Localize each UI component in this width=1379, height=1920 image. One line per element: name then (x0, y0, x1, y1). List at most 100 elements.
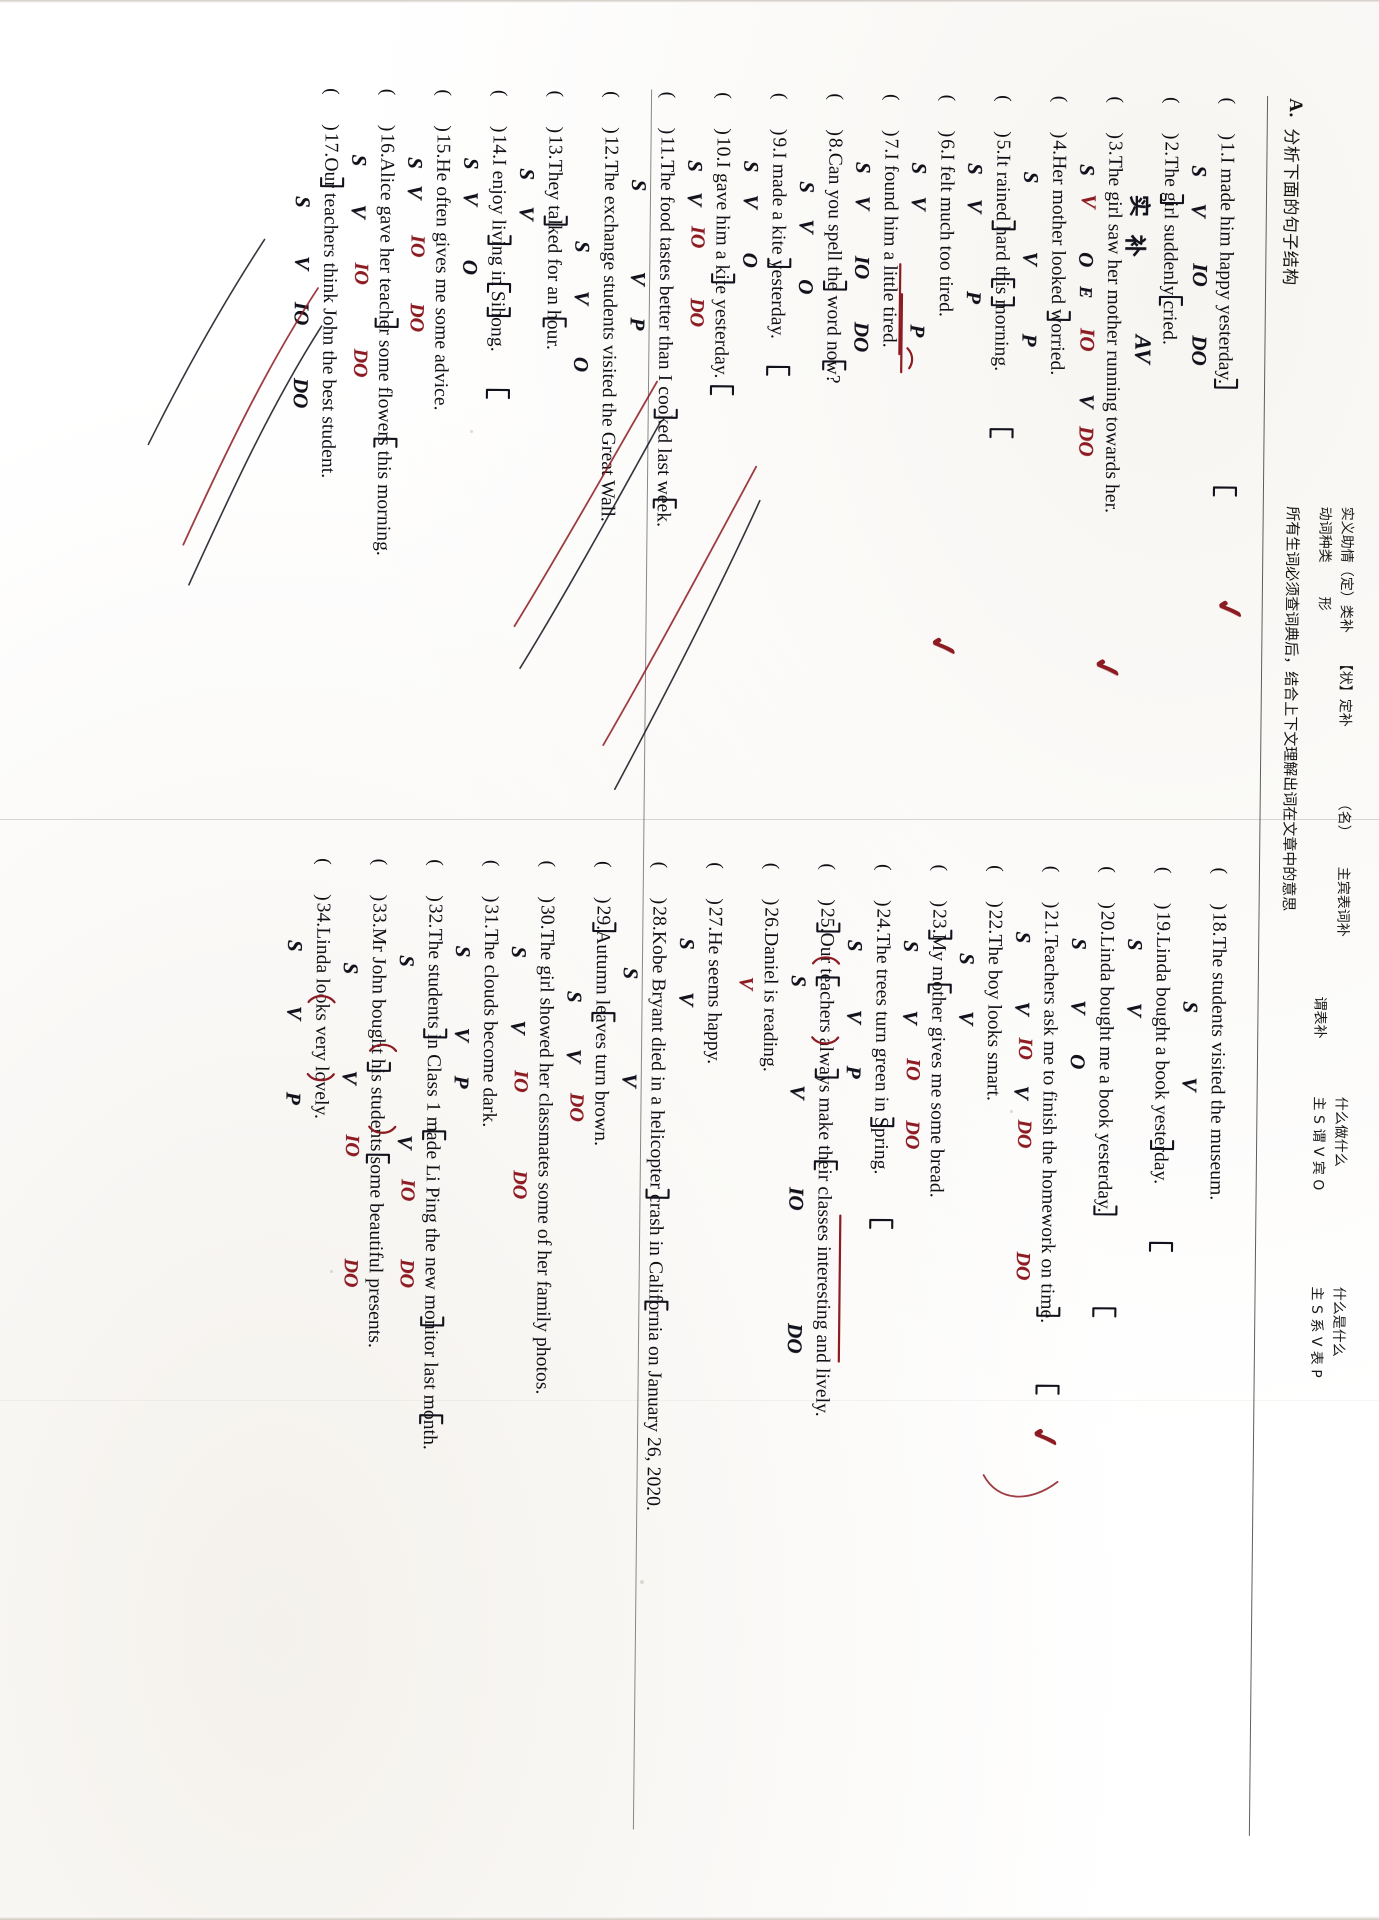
mark-DO: DO (1186, 335, 1212, 366)
mark-P: P (1016, 333, 1042, 347)
question-text: I gave him a kite yesterday. (709, 161, 733, 379)
answer-blank[interactable]: ( ) (1152, 866, 1174, 912)
column-header-0: 动词种类 (1315, 506, 1333, 563)
mark-DO-red: DO (1073, 425, 1099, 457)
mark-DO: DO (848, 321, 874, 353)
mark-V: V (1177, 1077, 1202, 1092)
question-number: 32 (423, 903, 446, 924)
mark-IO-red: IO (509, 1070, 532, 1093)
paper-fold-line (0, 819, 1379, 820)
question-text: Alice gave her teacher some flowers this… (371, 157, 397, 557)
answer-blank[interactable]: ( ) (488, 89, 510, 135)
answer-blank[interactable]: ( ) (712, 92, 734, 137)
answer-blank[interactable]: ( ) (936, 94, 958, 140)
answer-blank[interactable]: ( ) (872, 863, 894, 909)
answer-blank[interactable]: ( ) (992, 95, 1014, 140)
question-text: The clouds become dark. (477, 928, 501, 1128)
answer-blank[interactable]: ( ) (1208, 867, 1230, 913)
question-text: Her mother looked worried. (1045, 155, 1069, 376)
mark-IO-red: IO (340, 1134, 363, 1157)
mark-S: S (569, 240, 595, 253)
answer-blank[interactable]: ( ) (1040, 865, 1062, 911)
question-text: Can you spell the word now? (821, 152, 845, 384)
question-text: The girl suddenly cried. (1157, 156, 1181, 346)
answer-blank[interactable]: ( ) (600, 91, 622, 136)
mark-IO-red: IO (1013, 1037, 1036, 1060)
mark-V: V (906, 196, 931, 211)
mark-V: V (337, 1070, 362, 1085)
column-header-4: （名） (1334, 796, 1352, 839)
answer-blank[interactable]: ( ) (536, 860, 558, 906)
mark-V: V (794, 219, 819, 234)
answer-blank[interactable]: ( ) (376, 88, 398, 134)
answer-blank[interactable]: ( ) (544, 90, 566, 136)
page-title: 分析下面的句子结构 (1278, 128, 1301, 286)
question-text: Linda bought me a book yesterday. (1092, 935, 1117, 1213)
mark-V: V (682, 191, 707, 207)
answer-blank[interactable]: ( ) (312, 858, 334, 903)
mark-V: V (1017, 251, 1042, 266)
answer-blank[interactable]: ( ) (1048, 95, 1070, 141)
mark-V: V (449, 1027, 474, 1042)
question-text: The trees turn green in Spring. (869, 933, 893, 1175)
answer-blank[interactable]: ( ) (704, 862, 726, 907)
mark-V: V (625, 271, 650, 286)
column-header-7: 什么做什么 (1331, 1096, 1349, 1167)
question-text: The food tastes better than I cooked las… (652, 160, 677, 528)
answer-blank[interactable]: ( ) (760, 862, 782, 908)
mark-V: V (850, 195, 875, 210)
mark-P: P (961, 290, 986, 304)
question-number: 20 (1095, 910, 1118, 931)
mark-P: P (625, 317, 650, 331)
mark-DO-red-2: DO (1011, 1251, 1034, 1281)
answer-blank[interactable]: ( ) (1104, 96, 1126, 142)
answer-blank[interactable]: ( ) (984, 865, 1006, 910)
answer-blank[interactable]: ( ) (480, 859, 502, 905)
mark-V: V (289, 255, 314, 271)
mark-S: S (282, 939, 307, 952)
answer-blank[interactable]: ( ) (1160, 96, 1182, 142)
answer-blank[interactable]: ( ) (816, 863, 838, 909)
answer-blank[interactable]: ( ) (648, 861, 670, 907)
mark-S: S (962, 162, 987, 175)
column-header-2: 形 (1315, 596, 1332, 611)
column-header-6: 谓表补 (1310, 996, 1328, 1039)
mark-S: S (842, 939, 867, 952)
question-number: 10 (711, 136, 734, 157)
mark-V: V (346, 204, 371, 219)
mark-IO: IO (783, 1187, 809, 1211)
column-header-3: 【状】定补 (1335, 656, 1353, 727)
mark-O: O (1073, 251, 1098, 268)
mark-V: V (1065, 999, 1091, 1015)
mark-S: S (338, 962, 363, 975)
answer-blank[interactable]: ( ) (656, 91, 678, 137)
scan-speck (330, 1270, 333, 1273)
mark-V: V (897, 1010, 922, 1025)
mark-V: V (962, 198, 987, 214)
question-text: The students in Class 1 made Li Ping the… (418, 928, 445, 1451)
question-text: I made him happy yesterday. (1213, 156, 1237, 385)
question-text: Our teachers think John the best student… (316, 157, 341, 479)
mark-V2: V (1009, 1085, 1034, 1100)
answer-blank[interactable]: ( ) (368, 858, 390, 904)
question-number: 21 (1039, 910, 1062, 931)
mark-S: S (850, 161, 875, 174)
answer-blank[interactable]: ( ) (824, 93, 846, 139)
answer-blank[interactable]: ( ) (424, 859, 446, 904)
mark-V: V (281, 1005, 306, 1021)
answer-blank[interactable]: ( ) (320, 88, 342, 133)
mark-S: S (786, 975, 811, 987)
question-number: 12 (599, 135, 622, 156)
mark-V: V (514, 206, 539, 221)
answer-blank[interactable]: ( ) (768, 92, 790, 138)
answer-blank[interactable]: ( ) (928, 864, 950, 910)
mark-V: V (561, 1048, 586, 1063)
mark-IO-red: IO (685, 225, 709, 249)
answer-blank[interactable]: ( ) (880, 93, 902, 139)
answer-blank[interactable]: ( ) (432, 89, 454, 134)
answer-blank[interactable]: ( ) (1216, 97, 1238, 143)
answer-blank[interactable]: ( ) (1096, 866, 1118, 911)
question-text: Teachers ask me to finish the homework o… (1035, 934, 1061, 1324)
section-label: A. (1284, 98, 1306, 118)
answer-blank[interactable]: ( ) (592, 860, 614, 906)
